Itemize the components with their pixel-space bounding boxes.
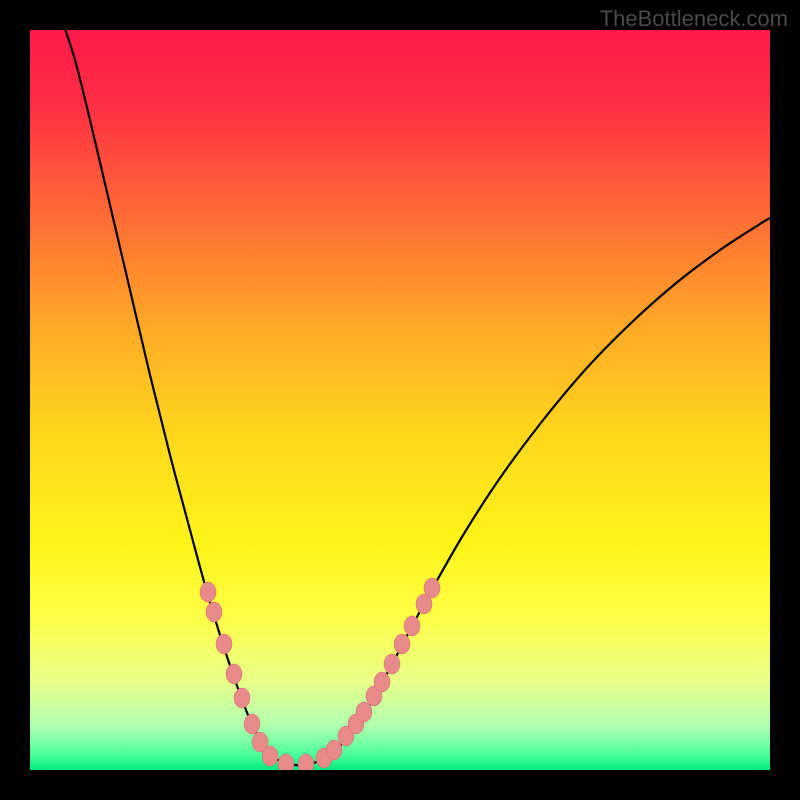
- curve-marker: [404, 616, 420, 636]
- chart-canvas: [30, 30, 770, 770]
- curve-marker: [356, 702, 372, 722]
- watermark-text: TheBottleneck.com: [600, 6, 788, 32]
- chart-svg: [30, 30, 770, 770]
- curve-marker: [216, 634, 232, 654]
- curve-marker: [244, 714, 260, 734]
- curve-marker: [226, 664, 242, 684]
- curve-marker: [374, 672, 390, 692]
- chart-background: [30, 30, 770, 770]
- curve-marker: [200, 582, 216, 602]
- curve-marker: [424, 578, 440, 598]
- curve-marker: [206, 602, 222, 622]
- curve-marker: [394, 634, 410, 654]
- curve-marker: [234, 688, 250, 708]
- curve-marker: [262, 746, 278, 766]
- curve-marker: [326, 740, 342, 760]
- curve-marker: [384, 654, 400, 674]
